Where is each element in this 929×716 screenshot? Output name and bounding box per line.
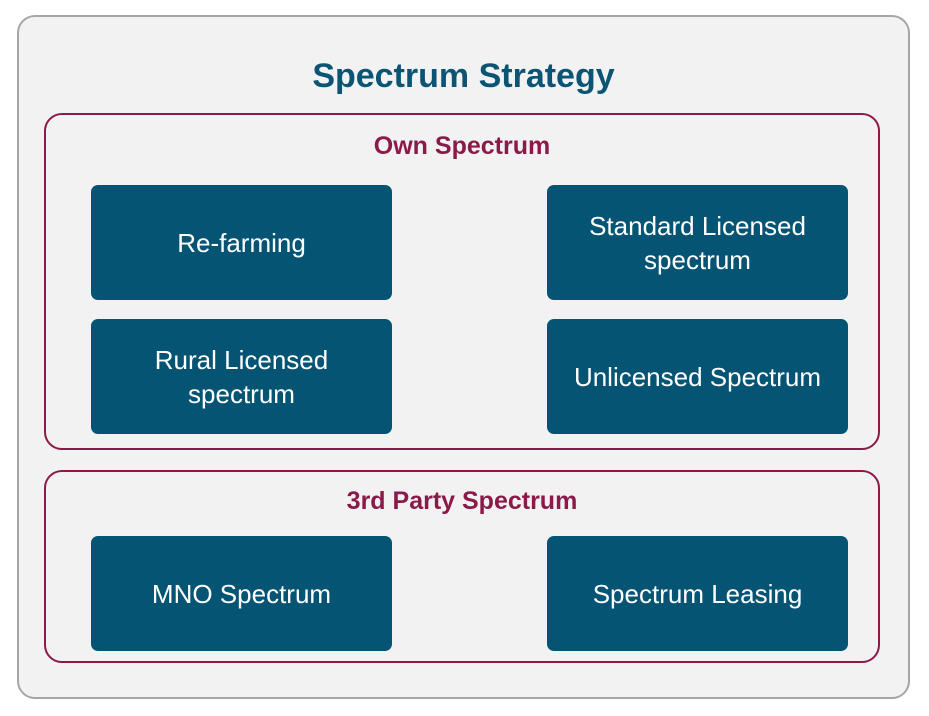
box-spectrum-leasing: Spectrum Leasing [547, 536, 848, 651]
group-third-party-spectrum: 3rd Party Spectrum MNO Spectrum Spectrum… [44, 470, 880, 663]
box-standard-licensed-spectrum: Standard Licensed spectrum [547, 185, 848, 300]
diagram-title: Spectrum Strategy [312, 57, 615, 95]
group-own-spectrum: Own Spectrum Re-farming Standard License… [44, 113, 880, 450]
group-title-own-spectrum: Own Spectrum [373, 132, 551, 160]
box-rural-licensed-spectrum: Rural Licensed spectrum [91, 319, 392, 434]
box-unlicensed-spectrum: Unlicensed Spectrum [547, 319, 848, 434]
group-title-third-party-spectrum: 3rd Party Spectrum [346, 487, 578, 515]
box-mno-spectrum: MNO Spectrum [91, 536, 392, 651]
box-re-farming: Re-farming [91, 185, 392, 300]
diagram-container: Spectrum Strategy Own Spectrum Re-farmin… [17, 15, 910, 699]
